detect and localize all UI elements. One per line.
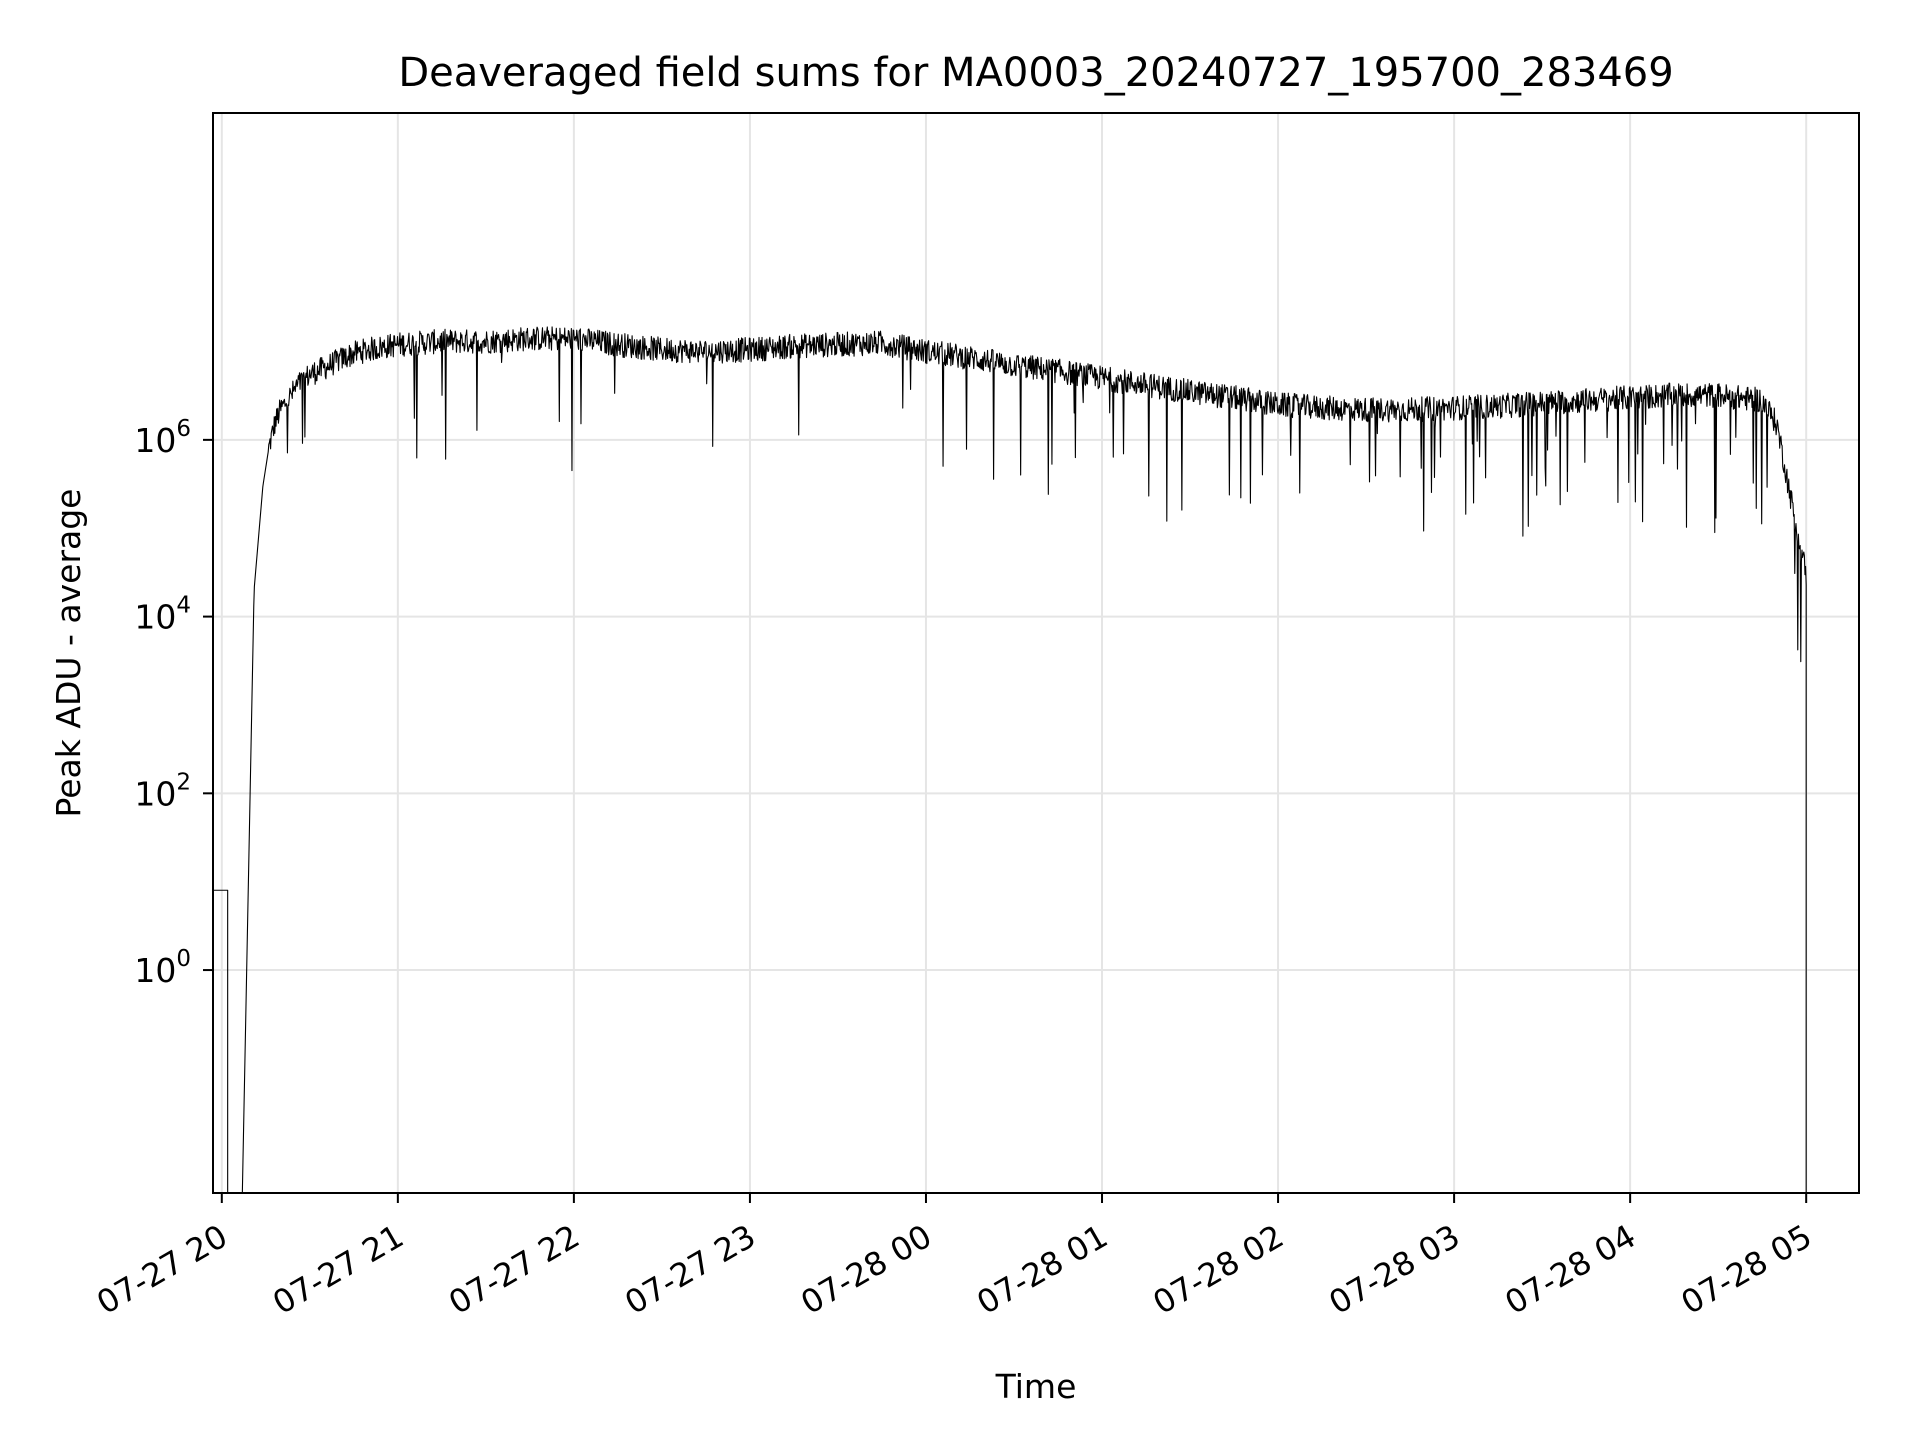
chart-title: Deaveraged field sums for MA0003_2024072… — [398, 50, 1673, 96]
y-axis: 100 102 104 106 — [134, 416, 213, 990]
y-axis-label: Peak ADU - average — [49, 489, 88, 818]
plot-frame — [212, 112, 1860, 1194]
y-tick-label: 102 — [134, 769, 191, 813]
series-line — [212, 326, 1807, 1194]
y-tick-label: 106 — [134, 416, 191, 460]
y-tick-label: 100 — [134, 946, 191, 990]
x-axis-label: Time — [995, 1367, 1077, 1406]
y-tick-label: 104 — [134, 593, 191, 637]
